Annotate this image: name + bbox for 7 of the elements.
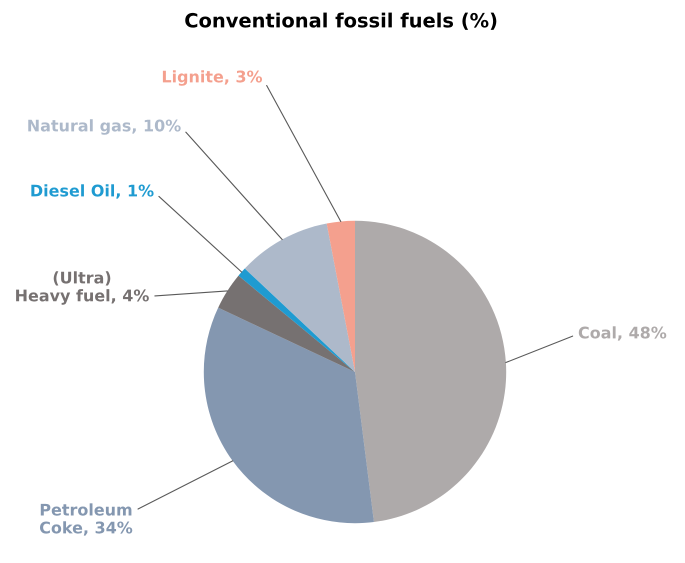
slice-label: Coal, 48% bbox=[578, 326, 666, 341]
slice-label: Diesel Oil, 1% bbox=[31, 184, 154, 199]
slice-label: Natural gas, 10% bbox=[28, 119, 181, 135]
slice-label: Lignite, 3% bbox=[162, 70, 262, 86]
slice-label: (Ultra) Heavy fuel, 4% bbox=[16, 271, 149, 305]
chart-title: Conventional fossil fuels (%) bbox=[185, 12, 496, 30]
slice-label: Petroleum Coke, 34% bbox=[40, 503, 132, 536]
